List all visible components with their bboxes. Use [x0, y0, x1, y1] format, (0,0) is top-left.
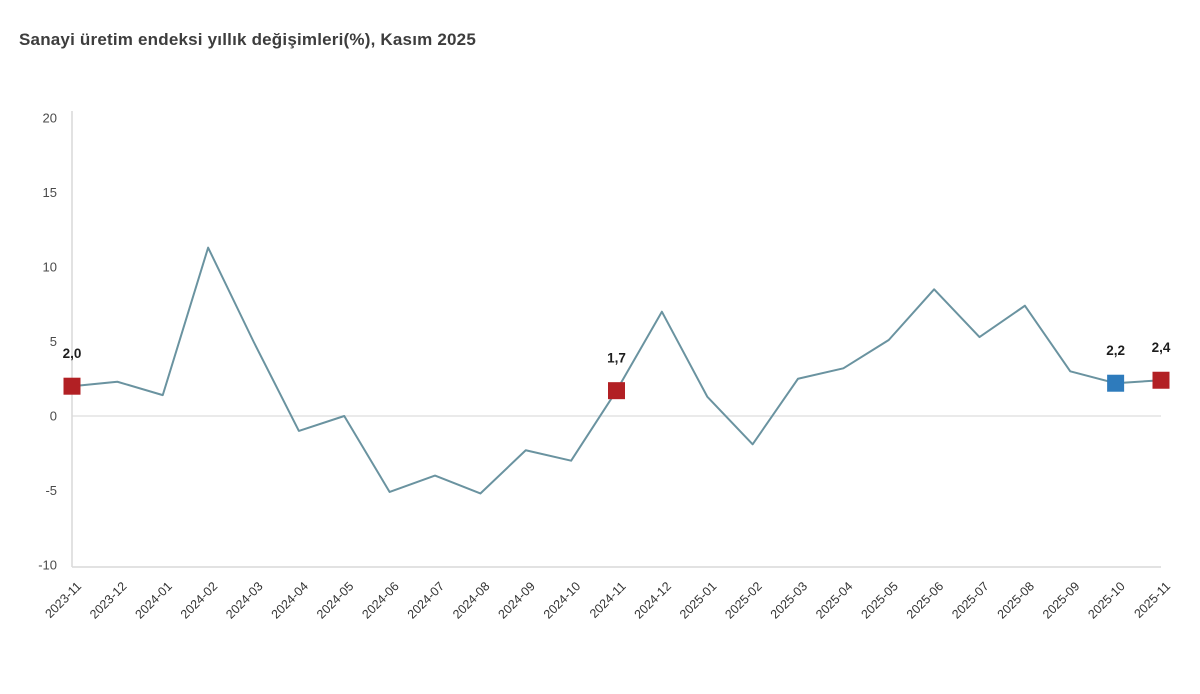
- x-tick-label: 2025-04: [813, 579, 855, 621]
- x-tick-label: 2024-05: [314, 579, 356, 621]
- y-tick-label: 20: [43, 111, 57, 126]
- point-value-label: 2,2: [1106, 343, 1125, 358]
- x-tick-label: 2025-08: [995, 579, 1037, 621]
- x-tick-label: 2024-03: [223, 579, 265, 621]
- x-tick-label: 2025-09: [1040, 579, 1082, 621]
- point-marker: [608, 382, 625, 400]
- chart-title: Sanayi üretim endeksi yıllık değişimleri…: [19, 30, 476, 49]
- y-tick-label: 5: [50, 334, 57, 349]
- x-tick-label: 2024-08: [450, 579, 492, 621]
- x-tick-label: 2025-11: [1131, 579, 1173, 621]
- x-tick-label: 2024-11: [587, 579, 629, 621]
- x-tick-label: 2023-11: [42, 579, 84, 621]
- x-tick-label: 2025-03: [768, 579, 810, 621]
- x-tick-label: 2024-12: [632, 579, 674, 621]
- y-tick-label: 0: [50, 409, 57, 424]
- x-tick-label: 2025-10: [1085, 579, 1127, 621]
- point-marker: [1152, 371, 1170, 389]
- y-tick-label: 15: [43, 185, 57, 200]
- point-value-label: 2,4: [1152, 340, 1171, 355]
- x-tick-label: 2025-05: [859, 579, 901, 621]
- x-tick-label: 2025-01: [677, 579, 719, 621]
- y-tick-label: 10: [43, 260, 57, 275]
- x-tick-label: 2025-02: [722, 579, 764, 621]
- x-tick-label: 2024-01: [133, 579, 175, 621]
- x-tick-label: 2024-06: [359, 579, 401, 621]
- y-tick-label: -5: [45, 483, 57, 498]
- x-tick-label: 2023-12: [87, 579, 129, 621]
- point-value-label: 1,7: [607, 351, 626, 366]
- point-marker: [63, 377, 81, 395]
- point-marker: [1107, 374, 1125, 392]
- x-tick-label: 2024-09: [496, 579, 538, 621]
- x-tick-label: 2025-06: [904, 579, 946, 621]
- series-line: [71, 246, 1162, 495]
- x-tick-label: 2024-07: [405, 579, 447, 621]
- x-tick-label: 2024-04: [269, 579, 311, 621]
- x-tick-label: 2024-10: [541, 579, 583, 621]
- x-tick-label: 2025-07: [949, 579, 991, 621]
- y-tick-label: -10: [38, 558, 57, 573]
- x-tick-label: 2024-02: [178, 579, 220, 621]
- point-value-label: 2,0: [63, 346, 82, 361]
